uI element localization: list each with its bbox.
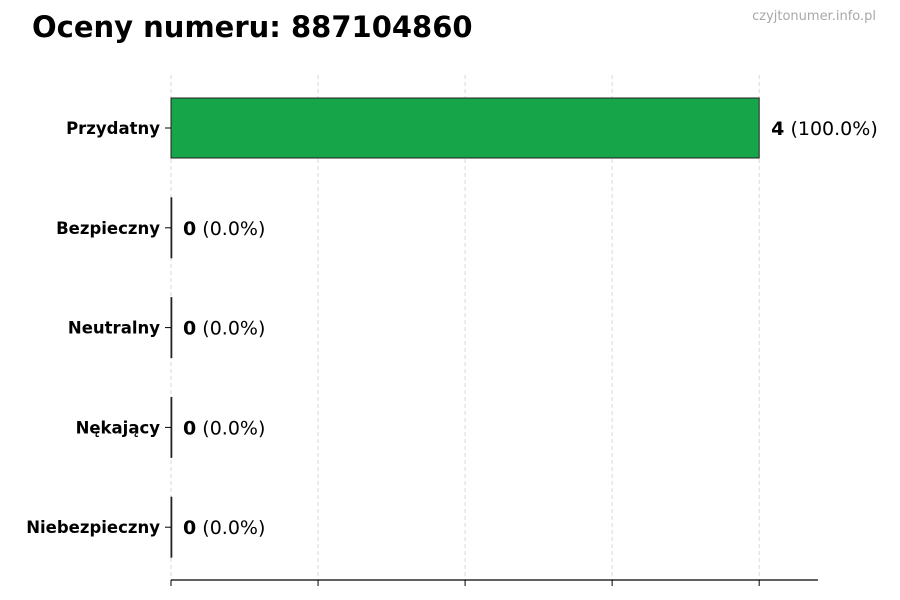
bar-1: [170, 197, 173, 259]
bar-2: [170, 297, 173, 359]
value-label: 0 (0.0%): [183, 218, 265, 240]
value-percent: (0.0%): [202, 517, 265, 539]
value-percent: (0.0%): [202, 417, 265, 439]
category-label: Nękający: [76, 418, 161, 437]
value-count: 0: [183, 517, 196, 539]
value-label: 4 (100.0%): [771, 118, 878, 140]
bar-0: [170, 97, 760, 159]
value-count: 0: [183, 417, 196, 439]
bar-4: [170, 496, 173, 558]
value-percent: (0.0%): [202, 318, 265, 340]
value-count: 0: [183, 218, 196, 240]
value-count: 0: [183, 318, 196, 340]
category-label: Neutralny: [68, 319, 160, 338]
value-count: 4: [771, 118, 784, 140]
category-label: Bezpieczny: [56, 219, 160, 238]
value-percent: (100.0%): [790, 118, 877, 140]
value-label: 0 (0.0%): [183, 517, 265, 539]
value-percent: (0.0%): [202, 218, 265, 240]
category-label: Przydatny: [66, 119, 160, 138]
chart-title: Oceny numeru: 887104860: [32, 10, 473, 44]
value-label: 0 (0.0%): [183, 417, 265, 439]
value-label: 0 (0.0%): [183, 318, 265, 340]
bar-3: [170, 396, 173, 458]
watermark: czyjtonumer.info.pl: [752, 9, 876, 24]
category-label: Niebezpieczny: [26, 518, 160, 537]
